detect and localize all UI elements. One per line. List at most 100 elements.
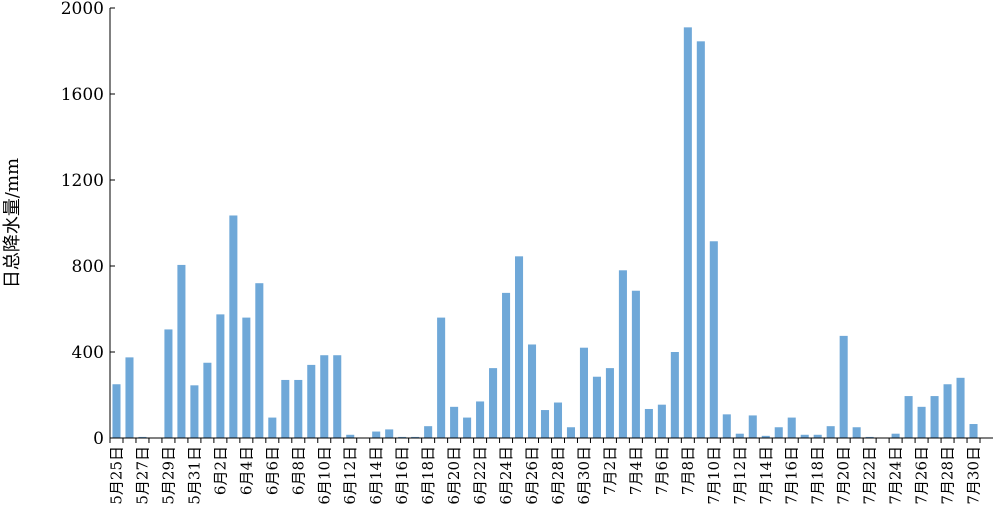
bar xyxy=(229,215,238,438)
bar xyxy=(956,377,965,438)
x-tick-label: 7月18日 xyxy=(809,446,827,505)
bar xyxy=(216,314,225,438)
bar xyxy=(722,414,731,438)
x-tick-label: 7月10日 xyxy=(705,446,723,505)
bar xyxy=(761,435,770,438)
x-tick-label: 6月2日 xyxy=(211,446,229,495)
bar xyxy=(657,404,666,438)
bar xyxy=(579,347,588,438)
bar xyxy=(203,362,212,438)
bar xyxy=(424,426,433,438)
x-tick-label: 5月29日 xyxy=(159,446,177,505)
bar xyxy=(930,396,939,438)
x-tick-label: 7月20日 xyxy=(835,446,853,505)
bar xyxy=(696,41,705,438)
x-tick-label: 7月14日 xyxy=(757,446,775,505)
x-tick-label: 5月27日 xyxy=(133,446,151,505)
bar xyxy=(281,379,290,438)
bar xyxy=(592,376,601,438)
x-tick-label: 6月28日 xyxy=(549,446,567,505)
bar xyxy=(865,436,874,438)
x-tick-label: 7月4日 xyxy=(627,446,645,495)
bar xyxy=(489,368,498,438)
x-tick-label: 7月2日 xyxy=(601,446,619,495)
bar xyxy=(437,317,446,438)
x-tick-label: 6月14日 xyxy=(367,446,385,505)
x-tick-label: 6月6日 xyxy=(263,446,281,495)
bar xyxy=(839,335,848,438)
bar xyxy=(346,434,355,438)
x-tick-label: 5月31日 xyxy=(185,446,203,505)
bar xyxy=(190,385,199,438)
bar xyxy=(463,417,472,438)
bar xyxy=(540,410,550,438)
bar xyxy=(709,241,718,438)
x-tick-label: 6月22日 xyxy=(471,446,489,505)
bars xyxy=(112,27,978,438)
x-tick-label: 7月26日 xyxy=(913,446,931,505)
bar xyxy=(450,406,459,438)
bar xyxy=(813,434,822,438)
bar xyxy=(891,433,900,438)
x-tick-label: 7月12日 xyxy=(731,446,749,505)
bar xyxy=(307,364,316,438)
bar xyxy=(852,427,861,438)
bar xyxy=(644,408,653,438)
x-axis-labels: 5月25日 5月27日 5月29日 5月31日 6月2日 6月4日 6月6日 6月8日 6月10… xyxy=(107,438,983,505)
bar xyxy=(748,415,757,438)
bar xyxy=(476,401,485,438)
x-tick-label: 5月25日 xyxy=(107,446,125,505)
x-tick-label: 7月24日 xyxy=(887,446,905,505)
bar xyxy=(164,329,173,438)
x-tick-label: 7月8日 xyxy=(679,446,697,495)
x-tick-label: 6月16日 xyxy=(393,446,411,505)
x-tick-label: 6月8日 xyxy=(289,446,307,495)
x-tick-label: 6月26日 xyxy=(523,446,541,505)
y-tick-label: 1600 xyxy=(61,85,104,105)
x-tick-label: 7月6日 xyxy=(653,446,671,495)
bar xyxy=(631,290,640,438)
bar xyxy=(398,436,407,438)
x-tick-label: 6月30日 xyxy=(575,446,593,505)
x-tick-label: 7月16日 xyxy=(783,446,801,505)
bar xyxy=(502,292,511,438)
bar xyxy=(553,402,563,438)
bar xyxy=(943,384,952,438)
x-tick-label: 6月24日 xyxy=(497,446,515,505)
y-tick-label: 1200 xyxy=(61,171,104,191)
x-tick-label: 6月10日 xyxy=(315,446,333,505)
y-axis-title-group: 日总降水量/mm xyxy=(2,158,23,288)
bar xyxy=(670,352,679,438)
bar xyxy=(138,436,147,438)
y-tick-label: 800 xyxy=(72,257,104,277)
bar xyxy=(333,355,342,438)
x-tick-label: 6月4日 xyxy=(237,446,255,495)
bar xyxy=(112,384,121,438)
bar xyxy=(566,427,576,438)
bar xyxy=(320,355,329,438)
bar xyxy=(125,357,134,438)
y-tick-label: 400 xyxy=(72,343,104,363)
y-axis-ticks: 0 400 800 1200 1600 2000 xyxy=(61,0,115,449)
bar xyxy=(969,424,978,438)
bar xyxy=(372,431,381,438)
bar xyxy=(605,368,614,438)
y-axis-title: 日总降水量/mm xyxy=(2,158,23,288)
bar xyxy=(515,256,524,438)
bar xyxy=(787,417,796,438)
bar xyxy=(618,270,627,438)
bar xyxy=(826,426,835,438)
bar xyxy=(268,417,277,438)
bar xyxy=(774,427,783,438)
bar xyxy=(255,283,264,438)
x-tick-label: 7月30日 xyxy=(965,446,983,505)
bar xyxy=(527,344,537,438)
bar xyxy=(177,264,186,438)
bar xyxy=(294,379,303,438)
bar xyxy=(242,317,251,438)
x-tick-label: 7月28日 xyxy=(939,446,957,505)
bar xyxy=(904,396,913,438)
x-tick-label: 6月20日 xyxy=(445,446,463,505)
bar xyxy=(411,436,420,438)
